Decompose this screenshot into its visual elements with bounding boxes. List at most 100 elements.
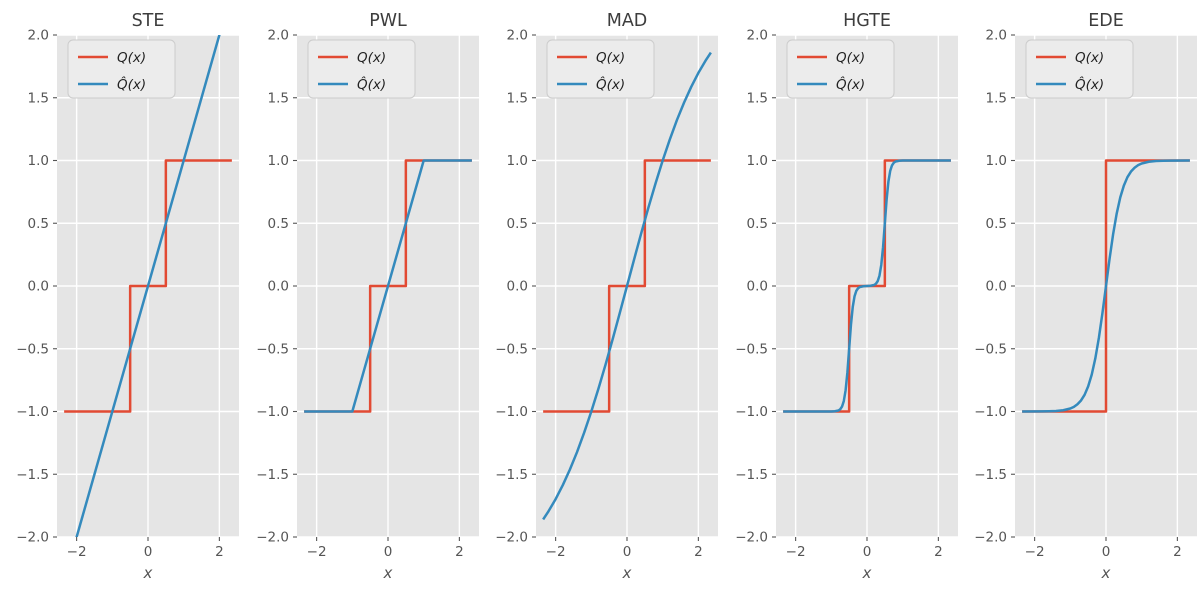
- series-group: [64, 35, 232, 537]
- y-tick-label: 1.0: [986, 153, 1007, 169]
- x-tick-label: 2: [215, 544, 224, 560]
- y-tick-label: 0.5: [747, 216, 768, 232]
- y-tick-label: 1.5: [747, 90, 768, 106]
- y-tick-label: 1.0: [268, 153, 289, 169]
- x-tick-label: 2: [455, 544, 464, 560]
- x-tick-label: 0: [863, 544, 872, 560]
- y-tick-label: 0.0: [507, 279, 528, 295]
- y-tick-label: 2.0: [28, 28, 49, 44]
- x-tick-label: −2: [1025, 544, 1045, 560]
- y-tick-label: 2.0: [747, 28, 768, 44]
- series-group: [304, 159, 472, 413]
- x-axis-label: x: [143, 564, 153, 582]
- x-tick-label: 2: [694, 544, 703, 560]
- y-tick-label: 2.0: [507, 28, 528, 44]
- y-tick-label: 1.5: [986, 90, 1007, 106]
- y-tick-label: 1.0: [28, 153, 49, 169]
- y-tick-label: −1.0: [16, 404, 49, 420]
- y-tick-label: 1.5: [507, 90, 528, 106]
- y-tick-label: 2.0: [268, 28, 289, 44]
- series-group: [1022, 159, 1190, 413]
- y-tick-label: −2.0: [16, 530, 49, 546]
- tick-marks: [532, 34, 699, 541]
- x-axis-label: x: [622, 564, 632, 582]
- y-tick-label: 2.0: [986, 28, 1007, 44]
- y-tick-label: −2.0: [974, 530, 1007, 546]
- y-tick-label: −0.5: [974, 341, 1007, 357]
- y-tick-label: 0.5: [28, 216, 49, 232]
- series-group: [783, 159, 951, 413]
- y-tick-label: −1.0: [495, 404, 528, 420]
- legend-label: Q(x): [596, 50, 625, 66]
- x-tick-label: 2: [1173, 544, 1182, 560]
- qhat-line: [75, 35, 221, 537]
- x-tick-label: 0: [384, 544, 393, 560]
- y-tick-label: −0.5: [16, 341, 49, 357]
- tick-marks: [53, 34, 220, 541]
- legend: Q(x) Q̂(x): [1025, 39, 1134, 99]
- subplot-title: HGTE: [843, 11, 891, 31]
- legend-label: Q(x): [1075, 50, 1104, 66]
- y-tick-label: −1.5: [495, 467, 528, 483]
- y-tick-label: 0.5: [507, 216, 528, 232]
- series-group: [542, 51, 712, 521]
- qhat-line: [542, 51, 712, 521]
- y-tick-label: 0.5: [268, 216, 289, 232]
- legend-label: Q̂(x): [596, 77, 625, 93]
- legend-label: Q̂(x): [1075, 77, 1104, 93]
- y-tick-label: 0.0: [28, 279, 49, 295]
- x-tick-label: −2: [786, 544, 806, 560]
- subplot-ede: 2.0 1.5 1.0 0.5 0.0 −0.5 −1.0 −1.5 −2.0 −2 0 2 EDE x Q…: [974, 11, 1197, 582]
- x-tick-label: 0: [623, 544, 632, 560]
- y-tick-label: −1.0: [974, 404, 1007, 420]
- y-tick-label: −2.0: [735, 530, 768, 546]
- x-axis-label: x: [1101, 564, 1111, 582]
- qhat-line: [783, 159, 951, 413]
- x-tick-label: −2: [546, 544, 566, 560]
- y-tick-label: −1.0: [256, 404, 289, 420]
- y-tick-label: −0.5: [256, 341, 289, 357]
- legend-label: Q̂(x): [836, 77, 865, 93]
- y-tick-label: 0.0: [986, 279, 1007, 295]
- y-tick-label: 1.0: [747, 153, 768, 169]
- subplot-title: STE: [132, 11, 165, 31]
- legend-label: Q̂(x): [357, 77, 386, 93]
- y-tick-label: −2.0: [495, 530, 528, 546]
- x-tick-label: 2: [934, 544, 943, 560]
- x-axis-label: x: [862, 564, 872, 582]
- legend-label: Q(x): [836, 50, 865, 66]
- legend: Q(x) Q̂(x): [307, 39, 416, 99]
- x-axis-label: x: [383, 564, 393, 582]
- y-tick-label: 1.5: [28, 90, 49, 106]
- y-tick-label: −1.5: [735, 467, 768, 483]
- legend-label: Q(x): [117, 50, 146, 66]
- legend-label: Q̂(x): [117, 77, 146, 93]
- subplot-title: EDE: [1088, 11, 1124, 31]
- subplot-hgte: 2.0 1.5 1.0 0.5 0.0 −0.5 −1.0 −1.5 −2.0 −2 0 2 HGTE x…: [735, 11, 958, 582]
- y-tick-label: −2.0: [256, 530, 289, 546]
- subplot-title: PWL: [369, 11, 407, 31]
- x-tick-label: 0: [144, 544, 153, 560]
- legend: Q(x) Q̂(x): [546, 39, 655, 99]
- y-tick-label: −0.5: [495, 341, 528, 357]
- tick-marks: [1011, 34, 1178, 541]
- subplot-ste: 2.0 1.5 1.0 0.5 0.0 −0.5 −1.0 −1.5 −2.0 −2 0 2 STE x Q…: [16, 11, 239, 582]
- legend: Q(x) Q̂(x): [786, 39, 895, 99]
- tick-marks: [293, 34, 460, 541]
- y-tick-label: 1.0: [507, 153, 528, 169]
- x-tick-label: −2: [67, 544, 87, 560]
- legend: Q(x) Q̂(x): [67, 39, 176, 99]
- y-tick-label: 0.0: [747, 279, 768, 295]
- y-tick-label: −0.5: [735, 341, 768, 357]
- y-tick-label: −1.5: [256, 467, 289, 483]
- y-tick-label: 1.5: [268, 90, 289, 106]
- qhat-line: [304, 159, 472, 413]
- x-tick-label: 0: [1102, 544, 1111, 560]
- y-tick-label: 0.5: [986, 216, 1007, 232]
- qhat-line: [1022, 159, 1190, 413]
- subplot-mad: 2.0 1.5 1.0 0.5 0.0 −0.5 −1.0 −1.5 −2.0 −2 0 2 MAD x Q…: [495, 11, 718, 582]
- subplot-pwl: 2.0 1.5 1.0 0.5 0.0 −0.5 −1.0 −1.5 −2.0 −2 0 2 PWL x Q…: [256, 11, 479, 582]
- x-tick-label: −2: [307, 544, 327, 560]
- y-tick-label: 0.0: [268, 279, 289, 295]
- y-tick-label: −1.0: [735, 404, 768, 420]
